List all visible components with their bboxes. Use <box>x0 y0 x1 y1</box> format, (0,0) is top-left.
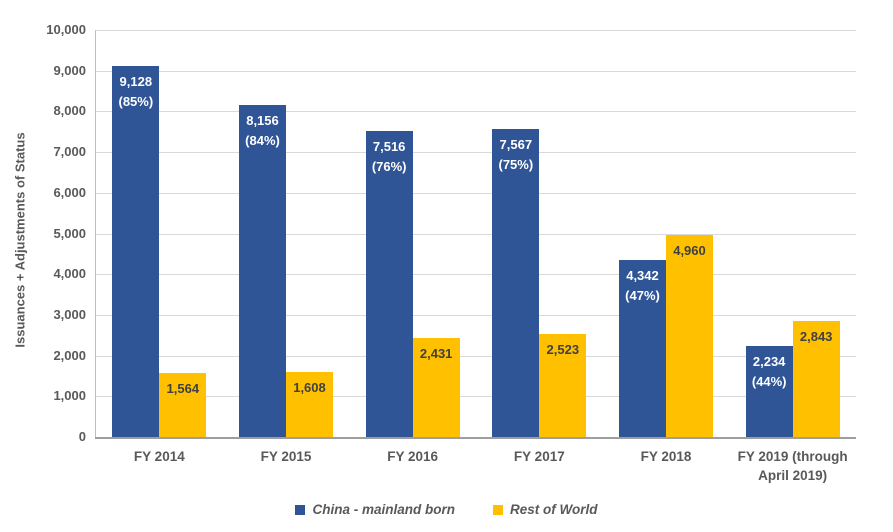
bar-data-label: 4,960 <box>673 243 706 259</box>
bar-rest-of-world: 1,564 <box>159 373 207 437</box>
gridline <box>96 274 856 276</box>
bar-data-label: 1,608 <box>293 379 326 395</box>
y-axis-line <box>95 30 96 437</box>
y-axis-tick-label: 4,000 <box>53 266 86 282</box>
bar-data-label: 2,843 <box>799 329 833 345</box>
bar-data-label: 7,516 (76%) <box>371 139 407 175</box>
x-axis-tick-label: FY 2016 <box>387 449 439 464</box>
bar-china-mainland-born: 4,342 (47%) <box>619 260 666 437</box>
gridline <box>96 355 856 357</box>
gridline <box>96 70 856 72</box>
bar-china-mainland-born: 2,234 (44%) <box>745 346 793 437</box>
gridline <box>96 192 856 194</box>
bar-rest-of-world: 2,523 <box>539 334 587 437</box>
y-axis-tick-label: 2,000 <box>53 347 86 363</box>
bar-data-label: 2,431 <box>419 346 453 362</box>
bar-rest-of-world: 1,608 <box>286 371 333 437</box>
bar-data-label: 4,342 (47%) <box>625 268 660 304</box>
legend-item-rest-of-world: Rest of World <box>493 502 598 517</box>
bar-data-label: 2,523 <box>546 342 580 358</box>
gridline <box>96 152 856 154</box>
y-axis-tick-label: 7,000 <box>53 144 86 160</box>
y-axis-tick-label: 1,000 <box>53 388 86 404</box>
y-axis-tick-label: 0 <box>78 429 86 444</box>
y-axis-tick-label: 6,000 <box>53 184 86 200</box>
y-axis-tick-label: 5,000 <box>53 225 86 241</box>
legend-label: Rest of World <box>510 502 598 517</box>
y-axis-tick-label: 9,000 <box>53 62 86 78</box>
bar-rest-of-world: 2,431 <box>412 338 460 437</box>
bar-data-label: 8,156 (84%) <box>245 113 280 149</box>
bar-rest-of-world: 2,843 <box>792 321 840 437</box>
bar-china-mainland-born: 9,128 (85%) <box>112 65 160 437</box>
x-axis-tick-label: FY 2018 <box>640 449 692 464</box>
bar-china-mainland-born: 7,567 (75%) <box>492 129 540 437</box>
x-axis-tick-label: FY 2017 <box>513 449 565 464</box>
x-axis-tick-label: FY 2019 (through April 2019) <box>737 449 848 483</box>
gridline <box>96 30 856 31</box>
gridline <box>96 111 856 113</box>
y-axis-tick-label: 10,000 <box>46 22 86 37</box>
y-axis-tick-label: 3,000 <box>53 306 86 322</box>
bar-rest-of-world: 4,960 <box>666 235 713 437</box>
bar-china-mainland-born: 7,516 (76%) <box>365 131 413 437</box>
legend-swatch-rest-of-world <box>493 504 503 515</box>
x-axis-tick-label: FY 2014 <box>133 449 185 464</box>
gridline <box>96 233 856 235</box>
legend-swatch-china-mainland-born <box>295 504 306 515</box>
plot-area: 9,128 (85%) 1,564 8,156 (84%) 1,608 7,516 (7… <box>96 30 856 437</box>
bar-data-label: 2,234 (44%) <box>751 354 787 390</box>
legend-label: China - mainland born <box>312 502 455 517</box>
bar-data-label: 7,567 (75%) <box>498 137 534 173</box>
x-axis-line <box>95 437 856 439</box>
x-axis-tick-label: FY 2015 <box>260 449 312 464</box>
legend-item-china-mainland-born: China - mainland born <box>295 502 455 517</box>
gridline <box>96 314 856 316</box>
y-axis-tick-label: 8,000 <box>53 103 86 119</box>
gridline <box>96 396 856 398</box>
bar-data-label: 9,128 (85%) <box>118 73 154 109</box>
bar-data-label: 1,564 <box>166 381 200 397</box>
bar-china-mainland-born: 8,156 (84%) <box>239 105 286 437</box>
legend: China - mainland born Rest of World <box>0 502 893 517</box>
